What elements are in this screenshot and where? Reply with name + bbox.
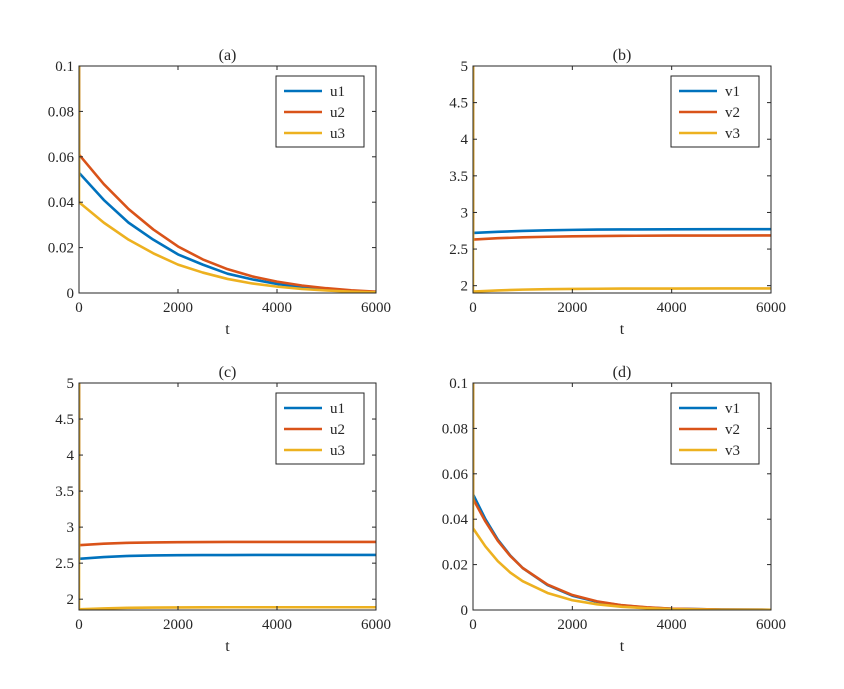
panel-a-xlabel: t [225, 321, 230, 338]
panel-a-legend-label-u2: u2 [330, 105, 345, 121]
panel-a-title: (a) [219, 47, 237, 64]
panel-a-ytick-label: 0.04 [48, 195, 75, 211]
panel-d-axes-box [472, 382, 772, 611]
panel-b-ytick-label: 3 [461, 205, 469, 221]
panel-d-title: (d) [613, 364, 632, 381]
panel-b-ytick-label: 2 [461, 279, 469, 295]
panel-a-xtick-label: 2000 [163, 300, 193, 316]
panel-d-xtick-label: 6000 [756, 617, 786, 633]
panel-d: 0 2000 4000 600000.020.040.060.080.1(d)tv1v… [442, 364, 786, 655]
panel-b: 0 2000 4000 6000 2 2.5 3 3.5 4 4.5 5 (b) t v1 v2 v3 [449, 47, 786, 338]
panel-d-ytick-label: 0.1 [449, 376, 468, 392]
panel-a-ytick-label: 0.1 [55, 59, 74, 75]
panel-d-series-v3-line [473, 383, 771, 610]
panel-a-series-group [79, 66, 376, 293]
panel-b-series-group [473, 66, 771, 293]
panel-a-ytick-label: 0 [67, 286, 75, 302]
panel-c-ytick-label: 2.5 [55, 556, 74, 572]
panel-c-ytick-label: 2 [67, 592, 75, 608]
panel-c-ytick-label: 4 [67, 448, 75, 464]
panel-c-legend-label-u2: u2 [330, 422, 345, 438]
panel-a-legend-label-u3: u3 [330, 126, 345, 142]
panel-d-legend-label-v3: v3 [725, 443, 740, 459]
panel-d-xtick-label: 0 [469, 617, 477, 633]
panel-c-legend-label-u1: u1 [330, 401, 345, 417]
panel-b-xlabel: t [620, 321, 625, 338]
panel-a-series-u3-line [79, 66, 376, 293]
panel-b-xtick-label: 2000 [557, 300, 587, 316]
panel-c-title: (c) [219, 364, 237, 381]
panel-d-xtick-label: 2000 [557, 617, 587, 633]
panel-c-legend-label-u3: u3 [330, 443, 345, 459]
panel-c-ytick-label: 3 [67, 520, 75, 536]
panel-c-xtick-label: 2000 [163, 617, 193, 633]
panel-b-ytick-label: 4.5 [449, 96, 468, 112]
panel-c-axes-box [78, 382, 377, 611]
panel-b-title: (b) [613, 47, 632, 64]
panel-a: 0 2000 4000 600000.020.040.060.080.1(a)tu1u… [48, 47, 391, 338]
panel-b-axes-box [472, 65, 772, 294]
panel-a-xtick-label: 4000 [262, 300, 292, 316]
panel-a-legend: u1 u2 u3 [275, 75, 365, 148]
panel-a-legend-label-u1: u1 [330, 84, 345, 100]
panel-b-ytick-label: 3.5 [449, 169, 468, 185]
panel-c-xlabel: t [225, 638, 230, 655]
panel-b-xtick-label: 6000 [756, 300, 786, 316]
panel-b-xtick-label: 0 [469, 300, 477, 316]
panel-c-series-u2-line [79, 383, 376, 547]
panel-c-ytick-label: 4.5 [55, 412, 74, 428]
panel-b-ytick-label: 4 [461, 132, 469, 148]
panel-b-series-v3-line [473, 66, 771, 293]
panel-c: 0 2000 4000 6000 2 2.5 3 3.5 4 4.5 5 (c) t u1 u2 u3 [55, 364, 391, 655]
panel-d-ytick-label: 0.02 [442, 558, 468, 574]
panel-b-xtick-label: 4000 [657, 300, 687, 316]
panel-b-legend-label-v1: v1 [725, 84, 740, 100]
panel-c-xtick-label: 4000 [262, 617, 292, 633]
panels: 0 2000 4000 600000.020.040.060.080.1(a)tu1u… [48, 47, 786, 655]
panel-b-series-v1-line [473, 66, 771, 235]
panel-b-legend: v1 v2 v3 [670, 75, 760, 148]
panel-c-series-u1-line [79, 383, 376, 561]
panel-d-legend-label-v1: v1 [725, 401, 740, 417]
panel-a-ytick-label: 0.02 [48, 241, 74, 257]
panel-b-ytick-label: 5 [461, 59, 469, 75]
panel-d-ytick-label: 0.06 [442, 467, 469, 483]
panel-a-ytick-label: 0.08 [48, 104, 74, 120]
panel-a-ytick-label: 0.06 [48, 150, 75, 166]
panel-c-ytick-label: 5 [67, 376, 75, 392]
panel-c-legend: u1 u2 u3 [275, 392, 365, 465]
panel-d-legend: v1 v2 v3 [670, 392, 760, 465]
panel-b-series-v2-line [473, 66, 771, 241]
panel-d-ytick-label: 0 [461, 603, 469, 619]
panel-c-ytick-label: 3.5 [55, 484, 74, 500]
panel-d-xtick-label: 4000 [657, 617, 687, 633]
panel-a-xtick-label: 6000 [361, 300, 391, 316]
panel-d-series-group [473, 383, 771, 610]
panel-d-legend-label-v2: v2 [725, 422, 740, 438]
panel-b-ytick-label: 2.5 [449, 242, 468, 258]
panel-d-xlabel: t [620, 638, 625, 655]
panel-b-legend-label-v3: v3 [725, 126, 740, 142]
panel-a-axes-box [78, 65, 377, 294]
panel-d-ytick-label: 0.04 [442, 512, 469, 528]
panel-b-legend-label-v2: v2 [725, 105, 740, 121]
panel-a-xtick-label: 0 [75, 300, 83, 316]
panel-a-series-u2-line [79, 66, 376, 293]
panel-d-ytick-label: 0.08 [442, 421, 468, 437]
panel-c-xtick-label: 0 [75, 617, 83, 633]
panel-c-xtick-label: 6000 [361, 617, 391, 633]
